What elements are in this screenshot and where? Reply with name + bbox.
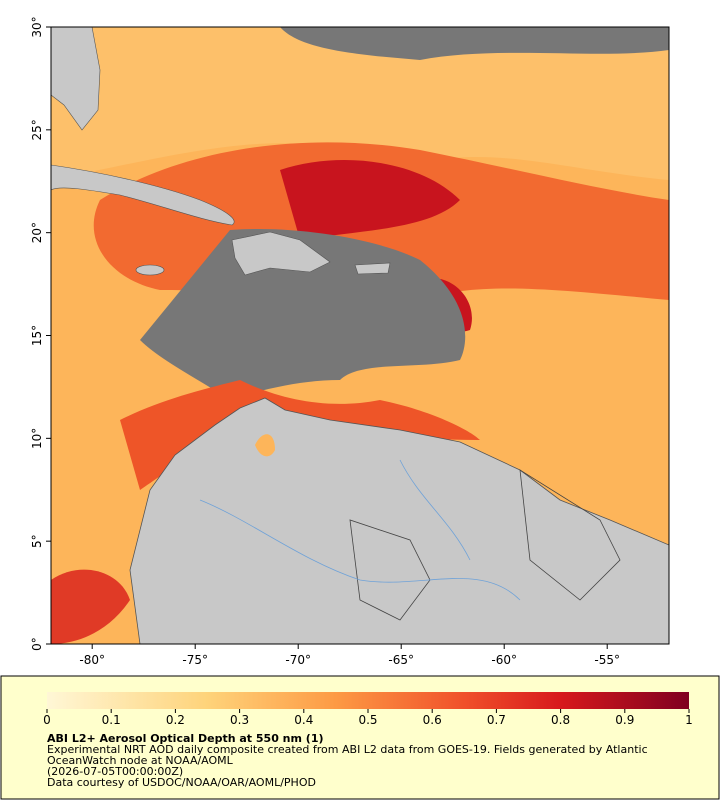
x-tick-label: -75° [182, 653, 208, 667]
colorbar-tick-label: 0.9 [615, 713, 634, 727]
land [129, 397, 669, 644]
aerosol-high [51, 569, 130, 644]
caption-line: (2026-07-05T00:00:00Z) [47, 765, 183, 778]
x-tick-label: -65° [388, 653, 414, 667]
x-tick-label: -70° [285, 653, 311, 667]
aerosol-high [120, 380, 480, 490]
colorbar-tick-label: 0 [43, 713, 51, 727]
land [51, 27, 101, 131]
caption-line: Data courtesy of USDOC/NOAA/OAR/AOML/PHO… [47, 776, 316, 789]
colorbar-tick-label: 0.1 [102, 713, 121, 727]
lake [255, 434, 275, 457]
colorbar-tick-label: 0.5 [358, 713, 377, 727]
y-tick-label: 20° [30, 222, 44, 243]
border [349, 469, 621, 621]
map [51, 27, 669, 644]
colorbar-tick-label: 0.7 [487, 713, 506, 727]
colorbar-tick-label: 0.4 [294, 713, 313, 727]
y-tick-label: 10° [30, 428, 44, 449]
colorbar-tick-label: 1 [685, 713, 693, 727]
no-data [140, 27, 669, 400]
caption-line: OceanWatch node at NOAA/AOML [47, 754, 234, 767]
y-tick-label: 30° [30, 16, 44, 37]
land [51, 164, 235, 226]
colorbar-tick-label: 0.6 [423, 713, 442, 727]
y-tick-label: 5° [30, 534, 44, 548]
river [199, 459, 521, 601]
caption-title: ABI L2+ Aerosol Optical Depth at 550 nm … [47, 732, 324, 745]
colorbar-tick-label: 0.2 [166, 713, 185, 727]
caption-line: Experimental NRT AOD daily composite cre… [47, 743, 648, 756]
colorbar-tick-label: 0.8 [551, 713, 570, 727]
x-tick-label: -80° [79, 653, 105, 667]
y-tick-label: 25° [30, 119, 44, 140]
land [231, 231, 331, 276]
colorbar-tick-label: 0.3 [230, 713, 249, 727]
x-tick-label: -60° [491, 653, 517, 667]
y-tick-label: 0° [30, 637, 44, 651]
land [354, 262, 391, 275]
y-tick-label: 15° [30, 325, 44, 346]
aerosol-field [51, 27, 669, 180]
x-tick-label: -55° [594, 653, 620, 667]
colorbar [47, 692, 689, 709]
land [135, 264, 165, 276]
